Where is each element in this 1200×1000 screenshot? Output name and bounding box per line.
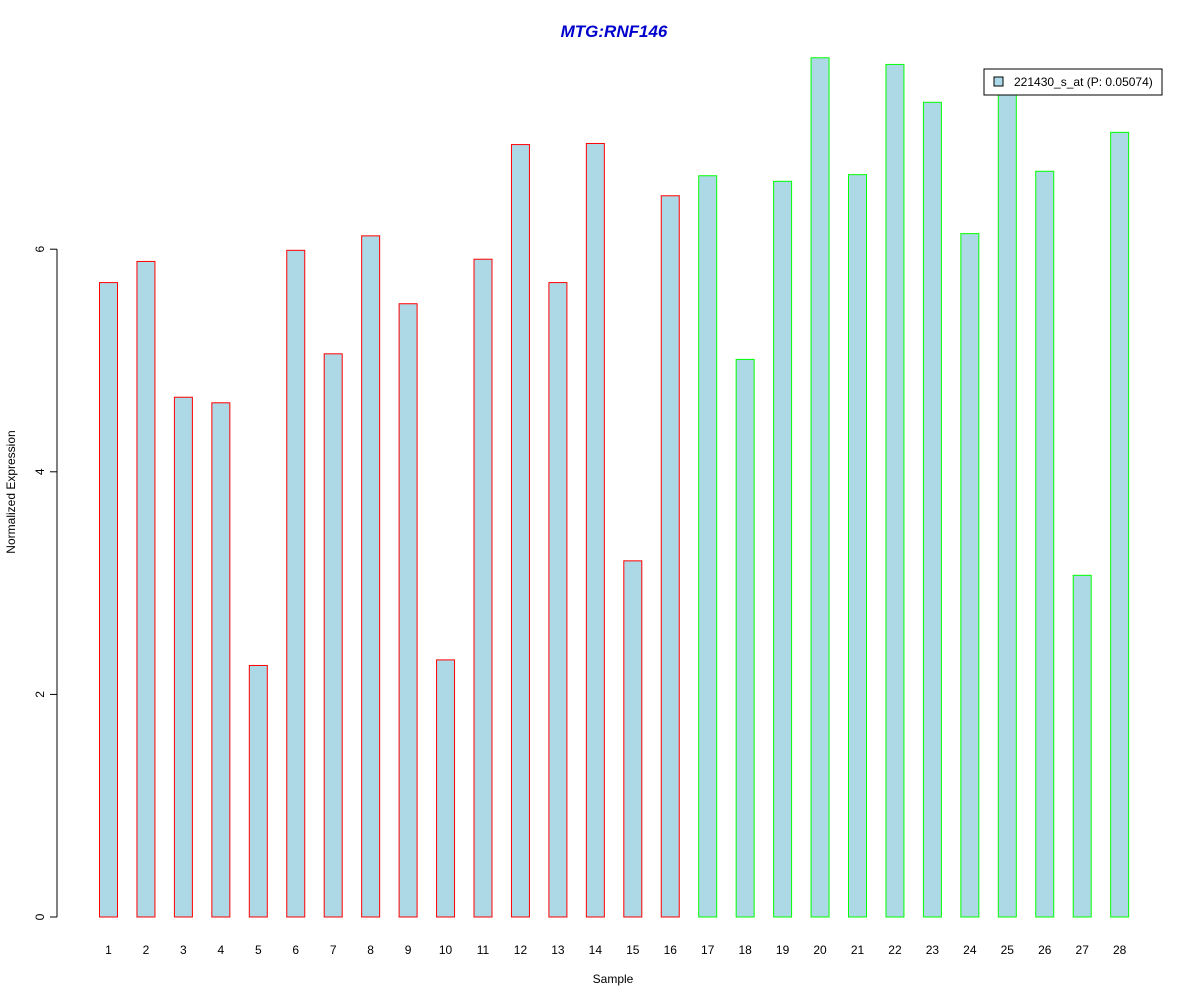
bar [922,101,942,918]
x-tick-label: 14 [589,943,603,957]
bar [398,303,418,918]
y-tick-label: 4 [33,468,47,475]
x-tick-label: 26 [1038,943,1052,957]
x-tick-label: 17 [701,943,715,957]
y-axis: 0 2 4 6 [33,246,58,920]
x-tick-label: 10 [439,943,453,957]
bar [735,358,755,918]
x-tick-label: 28 [1113,943,1127,957]
x-tick-label: 12 [514,943,528,957]
bar [810,57,830,918]
bar [997,90,1017,918]
x-tick-label: 25 [1001,943,1015,957]
x-tick-label: 8 [367,943,374,957]
y-tick-label: 0 [33,913,47,920]
bar [660,195,680,918]
bar [1035,170,1055,918]
bar [548,282,568,918]
bar [286,249,306,918]
bar [623,560,643,918]
x-axis-label: Sample [593,972,634,986]
bar [585,142,605,918]
x-tick-label: 18 [738,943,752,957]
y-tick-label: 2 [33,691,47,698]
x-tick-labels: 1 2 3 4 5 6 7 8 9 10 11 12 13 14 15 16 17 18 19 20 21 22 23 24 2… [105,943,1126,957]
legend-label: 221430_s_at (P: 0.05074) [1014,75,1153,89]
legend-swatch [993,76,1004,87]
legend: 221430_s_at (P: 0.05074) [983,68,1163,96]
x-tick-label: 16 [664,943,678,957]
y-axis-label: Normalized Expression [4,430,18,553]
x-tick-label: 19 [776,943,790,957]
bar [436,659,456,918]
bar [211,402,231,918]
bar [510,144,530,918]
bar [173,396,193,918]
x-tick-label: 20 [813,943,827,957]
x-tick-label: 9 [405,943,412,957]
x-tick-label: 21 [851,943,865,957]
bar [1110,131,1130,918]
bar [248,664,268,918]
bar [136,260,156,918]
x-tick-label: 23 [926,943,940,957]
x-tick-label: 13 [551,943,565,957]
bar [1072,574,1092,918]
x-tick-label: 7 [330,943,337,957]
bar [473,258,493,918]
y-tick-label: 6 [33,246,47,253]
x-tick-label: 15 [626,943,640,957]
x-tick-label: 6 [292,943,299,957]
bar [698,175,718,918]
bar [773,180,793,918]
x-tick-label: 24 [963,943,977,957]
chart-title: MTG:RNF146 [561,22,668,41]
x-tick-label: 22 [888,943,902,957]
bar [960,233,980,918]
bar [99,282,118,918]
bar-series [99,57,1130,918]
x-tick-label: 3 [180,943,187,957]
x-tick-label: 5 [255,943,262,957]
x-tick-label: 11 [477,943,490,957]
x-tick-label: 4 [218,943,225,957]
bar [885,63,905,918]
x-tick-label: 27 [1076,943,1090,957]
legend-box [983,68,1163,96]
bar [323,353,343,918]
bar [361,235,381,918]
x-tick-label: 2 [143,943,150,957]
x-tick-label: 1 [105,943,112,957]
bar [848,174,867,918]
